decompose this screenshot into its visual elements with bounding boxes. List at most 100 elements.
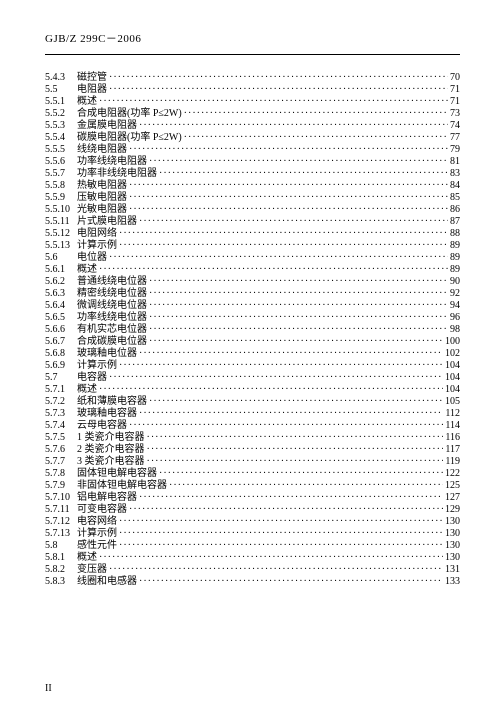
toc-entry-leader: ········································… xyxy=(157,169,448,179)
toc-entry: 5.7.8固体钽电解电容器···························… xyxy=(45,469,460,479)
toc-entry-number: 5.5.9 xyxy=(45,193,77,203)
toc-entry: 5.7.62 类瓷介电容器···························… xyxy=(45,445,460,455)
toc-entry-title: 电容网络 xyxy=(77,517,117,527)
toc-entry-page: 117 xyxy=(443,445,460,455)
toc-entry-number: 5.5.8 xyxy=(45,181,77,191)
toc-entry-title: 功率非线绕电阻器 xyxy=(77,169,157,179)
toc-entry-number: 5.5 xyxy=(45,85,77,95)
toc-entry: 5.7.10铝电解电容器····························… xyxy=(45,493,460,503)
toc-entry-page: 104 xyxy=(443,373,460,383)
toc-entry: 5.5.11片式膜电阻器····························… xyxy=(45,217,460,227)
toc-entry: 5.7.11可变电容器·····························… xyxy=(45,505,460,515)
toc-entry-number: 5.5.10 xyxy=(45,205,77,215)
toc-entry: 5.7电容器··································… xyxy=(45,373,460,383)
toc-entry-title: 电容器 xyxy=(77,373,107,383)
toc-entry-number: 5.5.6 xyxy=(45,157,77,167)
toc-entry-leader: ········································… xyxy=(117,529,443,539)
toc-entry-number: 5.6.5 xyxy=(45,313,77,323)
toc-entry-title: 电阻器 xyxy=(77,85,107,95)
toc-entry-page: 89 xyxy=(448,241,460,251)
toc-entry-title: 精密线绕电位器 xyxy=(77,289,147,299)
toc-entry-title: 功率线绕电阻器 xyxy=(77,157,147,167)
toc-entry-page: 133 xyxy=(443,577,460,587)
toc-entry-leader: ········································… xyxy=(107,73,448,83)
toc-entry-number: 5.7.7 xyxy=(45,457,77,467)
toc-entry-leader: ········································… xyxy=(147,301,448,311)
toc-entry: 5.8.3线圈和电感器·····························… xyxy=(45,577,460,587)
toc-entry: 5.5电阻器··································… xyxy=(45,85,460,95)
toc-entry-title: 微调线绕电位器 xyxy=(77,301,147,311)
toc-entry-title: 可变电容器 xyxy=(77,505,127,515)
toc-entry-number: 5.7.10 xyxy=(45,493,77,503)
toc-entry-page: 90 xyxy=(448,277,460,287)
toc-entry-number: 5.6.4 xyxy=(45,301,77,311)
toc-entry: 5.7.2纸和薄膜电容器····························… xyxy=(45,397,460,407)
toc-entry-page: 86 xyxy=(448,205,460,215)
toc-entry-number: 5.4.3 xyxy=(45,73,77,83)
toc-entry: 5.8感性元件·································… xyxy=(45,541,460,551)
toc-entry-page: 122 xyxy=(443,469,460,479)
toc-entry-title: 概述 xyxy=(77,385,97,395)
toc-entry-leader: ········································… xyxy=(137,121,448,131)
toc-entry-number: 5.7.3 xyxy=(45,409,77,419)
toc-entry-title: 电位器 xyxy=(77,253,107,263)
toc-entry: 5.7.3玻璃釉电容器·····························… xyxy=(45,409,460,419)
toc-entry-number: 5.5.5 xyxy=(45,145,77,155)
toc-entry-page: 114 xyxy=(443,421,460,431)
toc-entry-title: 概述 xyxy=(77,265,97,275)
page-number: II xyxy=(45,683,52,694)
toc-entry-page: 71 xyxy=(448,85,460,95)
toc-entry-number: 5.5.3 xyxy=(45,121,77,131)
toc-entry-leader: ········································… xyxy=(117,541,443,551)
toc-entry: 5.8.2变压器································… xyxy=(45,565,460,575)
toc-entry-title: 概述 xyxy=(77,97,97,107)
toc-entry-page: 102 xyxy=(443,349,460,359)
toc-entry-title: 计算示例 xyxy=(77,241,117,251)
toc-entry: 5.5.7功率非线绕电阻器···························… xyxy=(45,169,460,179)
toc-entry-page: 104 xyxy=(443,385,460,395)
toc-entry: 5.5.13计算示例······························… xyxy=(45,241,460,251)
toc-entry-title: 云母电容器 xyxy=(77,421,127,431)
toc-entry: 5.5.3金属膜电阻器·····························… xyxy=(45,121,460,131)
toc-entry-page: 81 xyxy=(448,157,460,167)
toc-entry-leader: ········································… xyxy=(182,109,448,119)
toc-entry: 5.5.10光敏电阻器·····························… xyxy=(45,205,460,215)
toc-entry-page: 77 xyxy=(448,133,460,143)
toc-entry-page: 89 xyxy=(448,253,460,263)
toc-entry-leader: ········································… xyxy=(107,253,448,263)
toc-entry-leader: ········································… xyxy=(167,481,443,491)
toc-entry-number: 5.5.12 xyxy=(45,229,77,239)
toc-entry-leader: ········································… xyxy=(147,337,443,347)
toc-entry-leader: ········································… xyxy=(97,553,443,563)
toc-entry-number: 5.6.1 xyxy=(45,265,77,275)
toc-entry-leader: ········································… xyxy=(137,493,443,503)
toc-entry-number: 5.8.1 xyxy=(45,553,77,563)
toc-entry: 5.8.1概述·································… xyxy=(45,553,460,563)
toc-entry-leader: ········································… xyxy=(107,373,443,383)
toc-entry-number: 5.7.11 xyxy=(45,505,77,515)
toc-entry-page: 131 xyxy=(443,565,460,575)
toc-entry: 5.6.4微调线绕电位器····························… xyxy=(45,301,460,311)
toc-entry-page: 98 xyxy=(448,325,460,335)
toc-entry-leader: ········································… xyxy=(97,97,448,107)
toc-entry-title: 玻璃釉电位器 xyxy=(77,349,137,359)
toc-entry-number: 5.8 xyxy=(45,541,77,551)
toc-entry-leader: ········································… xyxy=(137,217,448,227)
toc-entry-title: 光敏电阻器 xyxy=(77,205,127,215)
toc-entry: 5.5.6功率线绕电阻器····························… xyxy=(45,157,460,167)
toc-entry-leader: ········································… xyxy=(127,205,448,215)
toc-entry-number: 5.7.1 xyxy=(45,385,77,395)
toc-entry-title: 电阻网络 xyxy=(77,229,117,239)
toc-entry-page: 116 xyxy=(443,433,460,443)
toc-entry: 5.5.2合成电阻器(功率 P≤2W)·····················… xyxy=(45,109,460,119)
toc-entry-page: 71 xyxy=(448,97,460,107)
toc-entry-leader: ········································… xyxy=(147,313,448,323)
toc-entry-page: 130 xyxy=(443,517,460,527)
toc-entry: 5.5.12电阻网络······························… xyxy=(45,229,460,239)
toc-entry-page: 125 xyxy=(443,481,460,491)
toc-entry-page: 129 xyxy=(443,505,460,515)
toc-entry-leader: ········································… xyxy=(147,289,448,299)
toc-entry-page: 130 xyxy=(443,553,460,563)
toc-entry-number: 5.7.2 xyxy=(45,397,77,407)
toc-entry-page: 94 xyxy=(448,301,460,311)
